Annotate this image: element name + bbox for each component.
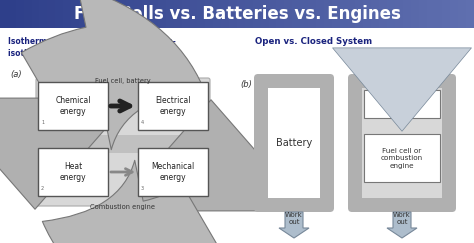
Bar xyxy=(138,148,208,196)
Text: Chemical
energy: Chemical energy xyxy=(55,96,91,116)
Text: 1: 1 xyxy=(41,120,44,125)
Bar xyxy=(205,0,214,28)
Bar xyxy=(362,88,442,198)
Bar xyxy=(221,0,230,28)
Bar xyxy=(364,90,440,118)
Text: Fuel cell or
combustion
engine: Fuel cell or combustion engine xyxy=(381,148,423,168)
Bar xyxy=(269,0,277,28)
Bar xyxy=(387,0,396,28)
Bar xyxy=(0,28,474,243)
Bar xyxy=(261,0,270,28)
Bar xyxy=(292,0,301,28)
Bar xyxy=(347,0,356,28)
Bar xyxy=(134,0,143,28)
Bar xyxy=(38,148,108,196)
Bar xyxy=(332,0,341,28)
Bar xyxy=(87,0,96,28)
Bar xyxy=(198,0,206,28)
Bar xyxy=(63,0,72,28)
Text: Fuel Cells vs. Batteries vs. Engines: Fuel Cells vs. Batteries vs. Engines xyxy=(73,5,401,23)
Bar xyxy=(24,0,33,28)
Bar xyxy=(371,0,380,28)
Bar xyxy=(450,0,459,28)
Text: (b): (b) xyxy=(240,80,252,89)
Bar xyxy=(174,0,182,28)
Text: Isothermal energy conversion vs. Non-
isothermal (Carnot-limited) conversion: Isothermal energy conversion vs. Non- is… xyxy=(8,37,176,58)
Bar xyxy=(395,0,404,28)
Bar xyxy=(245,0,254,28)
Bar xyxy=(356,0,365,28)
Bar xyxy=(276,0,285,28)
Text: Combustion engine: Combustion engine xyxy=(91,204,155,210)
Bar xyxy=(364,0,372,28)
FancyBboxPatch shape xyxy=(348,74,456,212)
Bar xyxy=(466,0,474,28)
Text: Work
out: Work out xyxy=(393,211,411,225)
Bar xyxy=(253,0,262,28)
FancyArrow shape xyxy=(279,212,309,238)
Bar xyxy=(0,0,9,28)
Bar xyxy=(419,0,428,28)
Text: Fuel tank: Fuel tank xyxy=(384,99,419,109)
Bar xyxy=(16,0,25,28)
Bar xyxy=(340,0,348,28)
Bar xyxy=(95,0,104,28)
Bar xyxy=(150,0,159,28)
Bar xyxy=(32,0,40,28)
Text: Work
out: Work out xyxy=(285,211,303,225)
Bar xyxy=(38,82,108,130)
Bar xyxy=(316,0,325,28)
Bar xyxy=(47,0,56,28)
Bar xyxy=(38,135,208,153)
Text: 3: 3 xyxy=(141,186,144,191)
Bar xyxy=(213,0,222,28)
Bar xyxy=(268,88,320,198)
Bar xyxy=(71,0,80,28)
Text: Mechanical
energy: Mechanical energy xyxy=(151,162,195,182)
Bar xyxy=(158,0,167,28)
Bar xyxy=(39,0,48,28)
Bar xyxy=(300,0,309,28)
FancyBboxPatch shape xyxy=(36,78,210,142)
Text: Open vs. Closed System: Open vs. Closed System xyxy=(255,37,372,46)
Bar xyxy=(237,0,246,28)
Bar xyxy=(458,0,467,28)
Bar xyxy=(308,0,317,28)
Bar xyxy=(110,0,119,28)
Bar xyxy=(379,0,388,28)
Bar xyxy=(442,0,451,28)
FancyBboxPatch shape xyxy=(254,74,334,212)
Text: Fuel cell, battery: Fuel cell, battery xyxy=(95,78,151,84)
Bar xyxy=(182,0,191,28)
Text: Electrical
energy: Electrical energy xyxy=(155,96,191,116)
Bar xyxy=(284,0,293,28)
Bar xyxy=(127,0,135,28)
Bar xyxy=(435,0,443,28)
Bar xyxy=(118,0,128,28)
Text: Battery: Battery xyxy=(276,138,312,148)
Bar xyxy=(8,0,17,28)
Bar xyxy=(166,0,175,28)
Bar xyxy=(55,0,64,28)
Bar xyxy=(427,0,436,28)
Bar xyxy=(411,0,419,28)
Bar xyxy=(142,0,151,28)
Bar xyxy=(190,0,199,28)
Bar xyxy=(103,0,111,28)
Bar xyxy=(403,0,412,28)
Text: 4: 4 xyxy=(141,120,144,125)
Text: (a): (a) xyxy=(10,70,22,79)
Bar xyxy=(79,0,88,28)
Text: Heat
energy: Heat energy xyxy=(60,162,86,182)
Bar xyxy=(324,0,333,28)
FancyArrow shape xyxy=(387,212,417,238)
Text: 2: 2 xyxy=(41,186,44,191)
FancyBboxPatch shape xyxy=(36,145,210,206)
Bar xyxy=(229,0,238,28)
Bar xyxy=(364,134,440,182)
Bar xyxy=(138,82,208,130)
